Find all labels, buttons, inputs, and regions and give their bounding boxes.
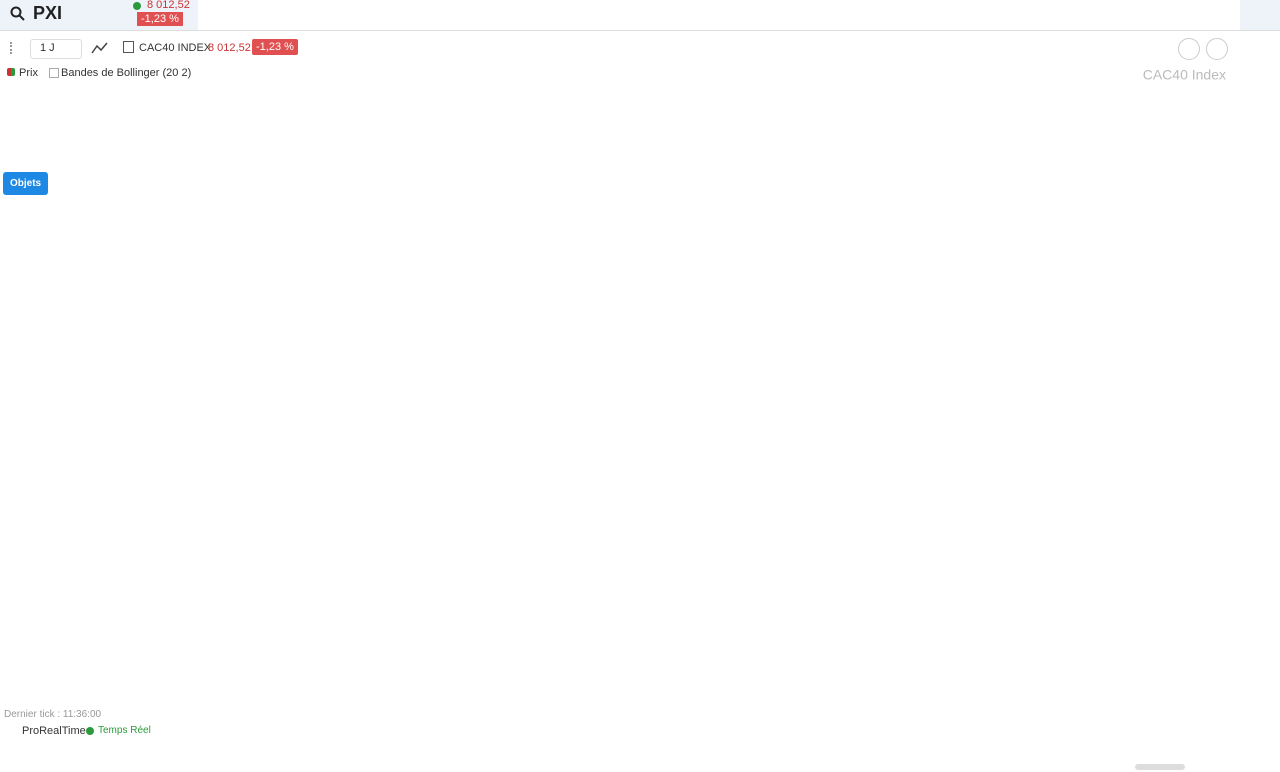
top-bar: 8 4508 4008 3508 3008 2508 2008 1508 100…	[0, 0, 1280, 31]
chart-type-icon[interactable]	[91, 40, 109, 56]
side-tab[interactable]	[1240, 0, 1280, 30]
instrument: CAC40 INDEX	[139, 42, 212, 54]
toolbar-price: 8 012,52	[208, 42, 251, 54]
symbol: PXI	[33, 3, 63, 23]
period: 1 J	[40, 42, 55, 54]
status-dot	[133, 2, 141, 10]
period-select[interactable]	[30, 39, 82, 59]
objects-button[interactable]: Objets	[3, 172, 49, 195]
scrollbar[interactable]	[1135, 764, 1185, 770]
brand: ProRealTime	[22, 725, 86, 737]
tools-button[interactable]	[1178, 38, 1200, 60]
last-tick: Dernier tick : 11:36:00	[4, 709, 102, 720]
header-price: 8 012,52	[147, 0, 190, 11]
legend-checkbox[interactable]	[49, 68, 59, 78]
info-icon[interactable]	[123, 41, 134, 53]
legend-bollinger[interactable]: Bandes de Bollinger (20 2)	[61, 67, 192, 79]
legend-price[interactable]: Prix	[19, 67, 38, 79]
legend-swatch	[7, 68, 15, 76]
drag-handle[interactable]	[10, 42, 22, 54]
header-change: -1,23 %	[137, 12, 183, 26]
search-icon: 8 4508 4008 3508 3008 2508 2008 1508 100…	[10, 6, 25, 21]
chart-title: CAC40 Index	[1143, 67, 1226, 83]
toolbar-change: -1,23 %	[252, 39, 298, 55]
realtime: Temps Réel	[98, 725, 151, 736]
window-button[interactable]	[1206, 38, 1228, 60]
realtime-dot	[86, 727, 94, 735]
